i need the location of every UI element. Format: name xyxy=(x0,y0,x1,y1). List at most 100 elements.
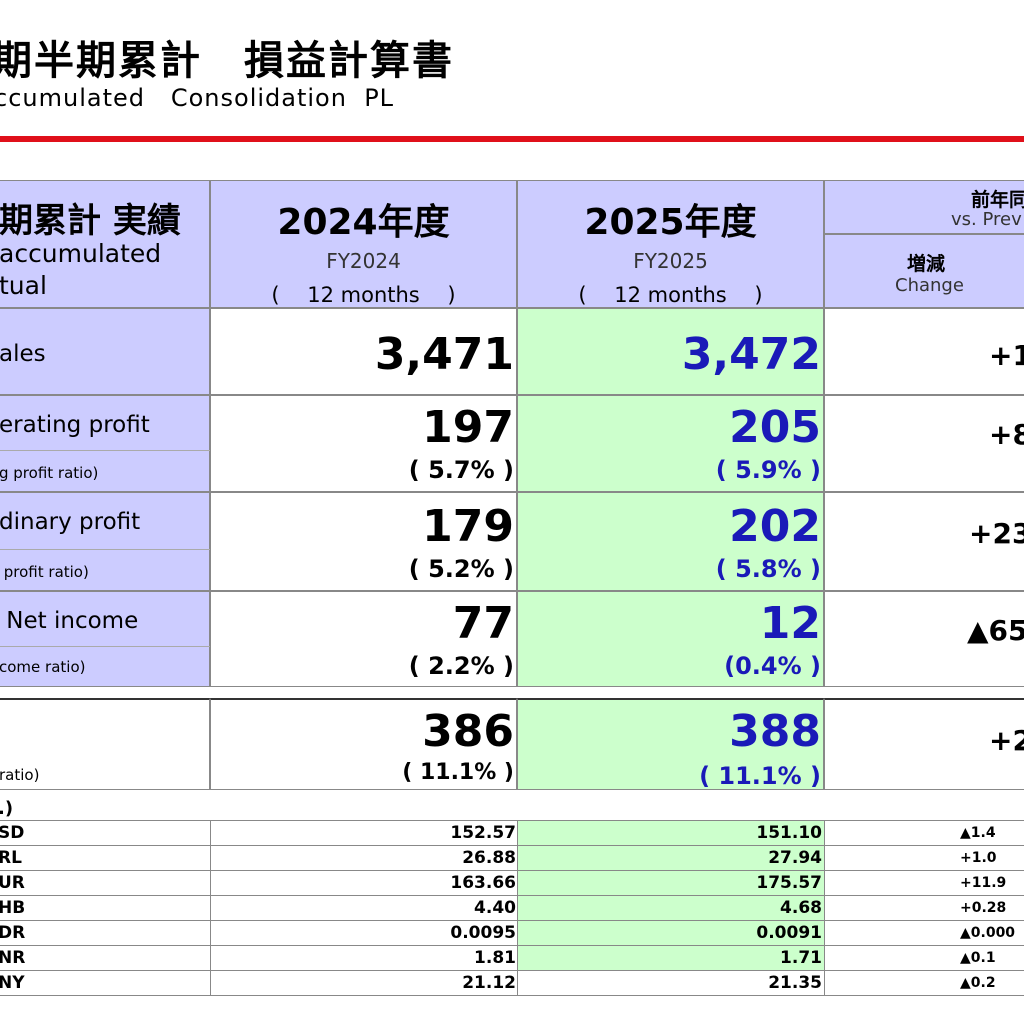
fx-change-value: ▲0.2 xyxy=(960,975,996,991)
ebitda-fy2024-cell: 386 ( 11.1% ) xyxy=(210,698,517,790)
fx-row-divider xyxy=(0,820,1024,821)
fx-row-divider xyxy=(0,970,1024,971)
fy2024-ratio: ( 2.2% ) xyxy=(408,652,514,680)
fx-change-value: ▲1.4 xyxy=(960,825,996,841)
fx-currency: SD xyxy=(0,823,25,843)
change-value: +8 xyxy=(989,418,1024,451)
ebitda-change-value: +2 xyxy=(989,724,1024,757)
header-label-jp: 期累計 実績 xyxy=(0,201,181,241)
change-cell: ▲65 xyxy=(824,591,1024,687)
page-title: 期半期累計 損益計算書 xyxy=(0,38,454,84)
fy2025-cell: 12 (0.4% ) xyxy=(517,591,824,687)
fx-row-divider xyxy=(0,945,1024,946)
change-value: ▲65 xyxy=(967,614,1024,647)
fy2024-ratio: ( 5.2% ) xyxy=(408,555,514,583)
fy2025-cell: 202 ( 5.8% ) xyxy=(517,492,824,591)
row-sublabel: profit ratio) xyxy=(0,563,89,581)
fy2025-ratio: (0.4% ) xyxy=(724,652,821,680)
fx-change-value: +11.9 xyxy=(960,875,1007,891)
header-compare-jp: 前年同 xyxy=(971,189,1024,211)
fx-currency: HB xyxy=(0,898,26,918)
ebitda-label-cell: ratio) xyxy=(0,698,210,790)
ebitda-fy2025-ratio: ( 11.1% ) xyxy=(699,762,821,790)
fy2025-ratio: ( 5.9% ) xyxy=(715,456,821,484)
header-fy2024-jp: 2024年度 xyxy=(277,202,450,243)
header-label-cell: 期累計 実績 accumulated tual xyxy=(0,180,210,308)
fx-change-value: ▲0.000 xyxy=(960,925,1016,941)
fx-row-divider xyxy=(0,995,1024,996)
header-change-jp: 増減 xyxy=(907,253,946,275)
fy2024-value: 3,471 xyxy=(374,329,514,380)
header-fy2024-en: FY2024 xyxy=(326,249,401,273)
fy2025-value: 12 xyxy=(759,598,821,649)
fx-fy2024-value: 4.40 xyxy=(474,898,516,918)
header-fy2025-en: FY2025 xyxy=(633,249,708,273)
fx-column-divider xyxy=(210,820,211,995)
row-label-cell: ales xyxy=(0,308,210,395)
change-cell: +8 xyxy=(824,395,1024,492)
ebitda-change-cell: +2 xyxy=(824,698,1024,790)
fx-fy2025-value: 1.71 xyxy=(780,948,822,968)
fx-currency: NY xyxy=(0,973,25,993)
page-subtitle: ccumulated Consolidation PL xyxy=(0,84,395,112)
header-fy2024-months: ( 12 months ) xyxy=(271,283,456,307)
change-cell: +1 xyxy=(824,308,1024,395)
fx-row-divider xyxy=(0,920,1024,921)
header-fy2025-cell: 2025年度 FY2025 ( 12 months ) xyxy=(517,180,824,308)
row-sublabel: come ratio) xyxy=(0,658,86,676)
fx-change-value: +0.28 xyxy=(960,900,1007,916)
row-sublabel: g profit ratio) xyxy=(0,464,99,482)
header-compare-en: vs. Prev xyxy=(951,209,1022,230)
fx-currency: RL xyxy=(0,848,22,868)
row-label-cell: dinary profit profit ratio) xyxy=(0,492,211,591)
row-label: ales xyxy=(0,341,46,367)
fx-fy2024-value: 152.57 xyxy=(450,823,516,843)
fy2024-value: 77 xyxy=(452,598,514,649)
fx-heading: .) xyxy=(0,798,14,819)
fx-currency: NR xyxy=(0,948,26,968)
row-label-cell: Net income come ratio) xyxy=(0,591,211,687)
fx-fy2024-value: 0.0095 xyxy=(450,923,516,943)
fx-fy2025-value: 175.57 xyxy=(756,873,822,893)
fy2024-cell: 77 ( 2.2% ) xyxy=(210,591,517,687)
header-fy2025-jp: 2025年度 xyxy=(584,202,757,243)
fy2024-value: 179 xyxy=(422,501,514,552)
ebitda-fy2025-value: 388 xyxy=(729,706,821,757)
change-value: +1 xyxy=(989,339,1024,372)
row-label: dinary profit xyxy=(0,509,141,535)
fy2025-ratio: ( 5.8% ) xyxy=(715,555,821,583)
fx-fy2024-value: 163.66 xyxy=(450,873,516,893)
fx-change-value: ▲0.1 xyxy=(960,950,996,966)
header-change-cell: 増減 Change xyxy=(824,234,1024,308)
fy2025-value: 205 xyxy=(729,402,821,453)
fx-row-divider xyxy=(0,870,1024,871)
header-compare-top: 前年同 vs. Prev xyxy=(824,180,1024,234)
fy2024-cell: 197 ( 5.7% ) xyxy=(210,395,517,492)
change-cell: +23 xyxy=(824,492,1024,591)
fx-currency: DR xyxy=(0,923,26,943)
row-label: Net income xyxy=(0,608,139,634)
row-label: erating profit xyxy=(0,412,150,438)
header-change-en: Change xyxy=(895,275,964,296)
header-fy2025-months: ( 12 months ) xyxy=(578,283,763,307)
fx-fy2025-value: 4.68 xyxy=(780,898,822,918)
fx-column-divider xyxy=(517,820,518,995)
fx-row-divider xyxy=(0,845,1024,846)
fy2025-cell: 205 ( 5.9% ) xyxy=(517,395,824,492)
header-fy2024-cell: 2024年度 FY2024 ( 12 months ) xyxy=(210,180,517,308)
fy2024-value: 197 xyxy=(422,402,514,453)
fy2025-value: 202 xyxy=(729,501,821,552)
fx-fy2024-value: 26.88 xyxy=(462,848,516,868)
header-label-en1: accumulated xyxy=(0,239,162,268)
fy2024-cell: 179 ( 5.2% ) xyxy=(210,492,517,591)
header-label-en2: tual xyxy=(0,271,47,300)
fx-row-divider xyxy=(0,895,1024,896)
ebitda-fy2024-value: 386 xyxy=(422,706,514,757)
fx-change-value: +1.0 xyxy=(960,850,997,866)
change-value: +23 xyxy=(969,517,1024,550)
fx-fy2025-value: 0.0091 xyxy=(756,923,822,943)
row-label-cell: erating profit g profit ratio) xyxy=(0,395,211,492)
fx-fy2024-value: 1.81 xyxy=(474,948,516,968)
ebitda-sublabel: ratio) xyxy=(0,766,40,784)
ebitda-fy2024-ratio: ( 11.1% ) xyxy=(402,760,514,785)
